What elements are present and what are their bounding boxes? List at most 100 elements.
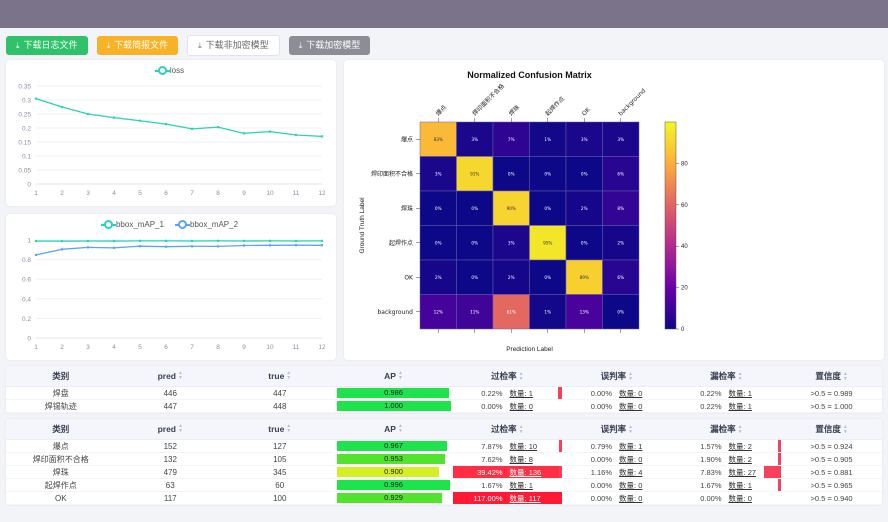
svg-text:OK: OK [581, 106, 593, 118]
download-report-button[interactable]: ⤓ 下载简报文件 [96, 35, 179, 55]
sort-icon[interactable]: ▲ ▼ [628, 423, 634, 435]
sort-icon[interactable]: ▲ ▼ [286, 370, 292, 382]
ap-bar [336, 454, 446, 464]
rate-value: 0.00% [590, 493, 613, 503]
sort-icon[interactable]: ▲ ▼ [177, 370, 183, 382]
legend-label-bbox-map-1: bbox_mAP_1 [115, 220, 164, 229]
rate-bar [777, 453, 782, 465]
table-header: 类别 pred ▲ ▼ true ▲ ▼ AP ▲ ▼ 过检率 ▲ ▼ 误判率 ▲ ▼ 漏检率 ▲ ▼ 置信度 ▲ ▼ [6, 419, 882, 440]
sort-icon[interactable]: ▲ ▼ [397, 370, 403, 382]
svg-text:4: 4 [112, 190, 116, 197]
pred-cell: 132 [115, 452, 225, 466]
column-header-label: 置信度 [815, 371, 841, 381]
download-toolbar: ⤓ 下载日志文件 ⤓ 下载简报文件 ⤓ 下载非加密模型 ⤓ 下载加密模型 [0, 28, 888, 60]
rate-value: 7.87% [481, 441, 503, 451]
rate-cell: 117.00% 数量: 117 [452, 491, 563, 505]
table-body: 爆点 152 127 0.967 7.87% 数量: 10 0.79% 数量: 1 1.57% 数… [6, 439, 882, 505]
sort-icon[interactable]: ▲ ▼ [518, 423, 524, 435]
column-header-0: 类别 [6, 419, 116, 440]
table-body: 焊盘 446 447 0.986 0.22% 数量: 1 0.00% 数量: 0 0.22% 数量… [6, 386, 882, 413]
sort-icon[interactable]: ▲ ▼ [737, 423, 743, 435]
table-row: 焊盘 446 447 0.986 0.22% 数量: 1 0.00% 数量: 0 0.22% 数量… [6, 386, 882, 400]
column-header-5[interactable]: 误判率 ▲ ▼ [562, 366, 672, 387]
true-cell: 105 [225, 452, 335, 466]
true-cell: 447 [225, 386, 335, 400]
table-row: OK 117 100 0.929 117.00% 数量: 117 0.00% 数量: 0 0.0… [6, 491, 882, 505]
column-header-6[interactable]: 漏检率 ▲ ▼ [671, 366, 782, 387]
download-log-button[interactable]: ⤓ 下载日志文件 [6, 35, 88, 55]
column-header-3[interactable]: AP ▲ ▼ [334, 366, 453, 387]
rate-cell: 0.00% 数量: 0 [562, 478, 672, 492]
metrics-table-1: 类别 pred ▲ ▼ true ▲ ▼ AP ▲ ▼ 过检率 ▲ ▼ 误判率 ▲ ▼ 漏检率 ▲ ▼ 置信度 ▲ ▼ 焊… [6, 366, 882, 413]
column-header-7[interactable]: 置信度 ▲ ▼ [781, 419, 882, 440]
ap-value: 0.986 [384, 388, 403, 397]
svg-text:焊印面积不合格: 焊印面积不合格 [371, 170, 413, 178]
rate-count: 数量: 2 [728, 441, 752, 451]
column-header-5[interactable]: 误判率 ▲ ▼ [562, 419, 672, 440]
svg-text:2%: 2% [617, 240, 624, 245]
sort-icon[interactable]: ▲ ▼ [737, 370, 743, 382]
pred-cell: 479 [115, 465, 225, 479]
column-header-1[interactable]: pred ▲ ▼ [115, 419, 225, 440]
true-cell: 100 [225, 491, 335, 505]
ap-bar [336, 480, 451, 490]
ap-cell: 0.929 [334, 491, 453, 505]
legend-item-bbox-map-1[interactable]: bbox_mAP_1 [103, 220, 164, 229]
rate-count: 数量: 0 [619, 454, 643, 464]
class-cell: 起焊作点 [6, 478, 116, 492]
svg-text:background: background [617, 87, 647, 117]
svg-text:0.25: 0.25 [18, 112, 31, 119]
true-cell: 448 [225, 399, 335, 413]
svg-text:OK: OK [404, 274, 414, 281]
svg-text:6: 6 [164, 190, 168, 197]
rate-cell: 0.22% 数量: 1 [671, 386, 782, 400]
true-cell: 345 [225, 465, 335, 479]
legend-item-bbox-map-2[interactable]: bbox_mAP_2 [178, 220, 238, 229]
sort-icon[interactable]: ▲ ▼ [397, 423, 403, 435]
ap-value: 0.953 [384, 454, 403, 463]
svg-text:8: 8 [216, 344, 220, 351]
sort-icon[interactable]: ▲ ▼ [628, 370, 634, 382]
legend-item-loss[interactable]: loss [157, 66, 184, 75]
svg-text:0%: 0% [508, 171, 515, 176]
class-cell: 焊印面积不合格 [6, 452, 116, 466]
svg-text:83%: 83% [434, 137, 443, 142]
sort-icon[interactable]: ▲ ▼ [842, 423, 848, 435]
column-header-4[interactable]: 过检率 ▲ ▼ [452, 419, 563, 440]
svg-text:1: 1 [27, 238, 31, 245]
sort-icon[interactable]: ▲ ▼ [286, 423, 292, 435]
class-cell: 爆点 [6, 439, 116, 453]
svg-text:Prediction Label: Prediction Label [506, 346, 553, 353]
sort-icon[interactable]: ▲ ▼ [518, 370, 524, 382]
svg-text:0%: 0% [435, 206, 442, 211]
rate-cell: 0.22% 数量: 1 [452, 386, 563, 400]
rate-bar [558, 466, 563, 478]
rate-value: 39.42% [477, 467, 503, 477]
download-unencrypted-model-button[interactable]: ⤓ 下载非加密模型 [187, 34, 280, 56]
column-header-2[interactable]: true ▲ ▼ [225, 366, 335, 387]
svg-text:0.6: 0.6 [22, 277, 31, 284]
column-header-label: pred [157, 423, 176, 434]
sort-icon[interactable]: ▲ ▼ [177, 423, 183, 435]
column-header-label: true [268, 370, 285, 381]
column-header-6[interactable]: 漏检率 ▲ ▼ [671, 419, 782, 440]
metrics-tables: 类别 pred ▲ ▼ true ▲ ▼ AP ▲ ▼ 过检率 ▲ ▼ 误判率 ▲ ▼ 漏检率 ▲ ▼ 置信度 ▲ ▼ 焊… [0, 360, 888, 505]
svg-text:0%: 0% [581, 240, 588, 245]
rate-value: 7.62% [481, 454, 503, 464]
rate-cell: 0.79% 数量: 1 [562, 439, 672, 453]
column-header-3[interactable]: AP ▲ ▼ [334, 419, 453, 440]
column-header-1[interactable]: pred ▲ ▼ [115, 366, 225, 387]
svg-text:2%: 2% [435, 275, 442, 280]
svg-text:9: 9 [242, 190, 246, 197]
svg-text:0%: 0% [581, 171, 588, 176]
rate-cell: 0.00% 数量: 0 [562, 386, 672, 400]
svg-text:95%: 95% [543, 240, 552, 245]
sort-icon[interactable]: ▲ ▼ [842, 370, 848, 382]
column-header-4[interactable]: 过检率 ▲ ▼ [452, 366, 563, 387]
column-header-7[interactable]: 置信度 ▲ ▼ [781, 366, 882, 387]
column-header-2[interactable]: true ▲ ▼ [225, 419, 335, 440]
svg-text:爆点: 爆点 [434, 103, 448, 117]
download-encrypted-model-button[interactable]: ⤓ 下载加密模型 [288, 35, 371, 55]
rate-count: 数量: 1 [509, 480, 533, 490]
rate-value: 0.00% [481, 401, 503, 411]
